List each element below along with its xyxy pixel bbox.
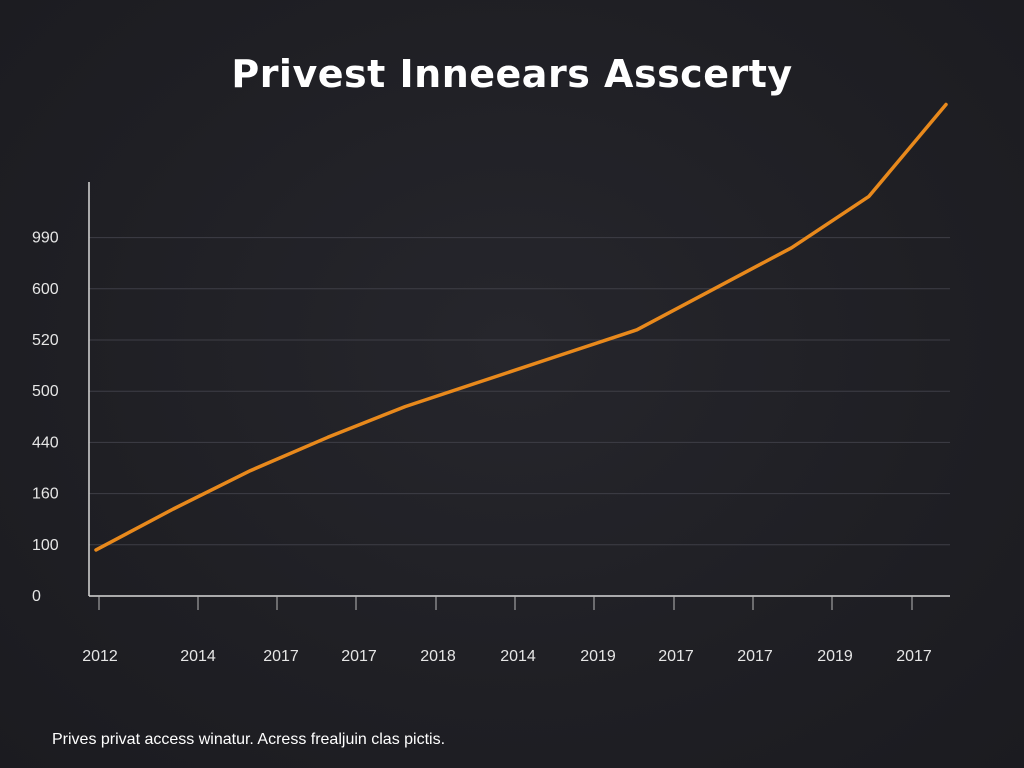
- x-tick-label: 2017: [658, 648, 694, 665]
- chart-title: Privest Inneears Asscerty: [231, 52, 793, 96]
- y-tick-label: 100: [32, 537, 59, 554]
- x-tick-label: 2014: [500, 648, 536, 665]
- x-tick-label: 2012: [82, 648, 118, 665]
- y-tick-label: 520: [32, 332, 59, 349]
- y-tick-label: 160: [32, 486, 59, 503]
- x-tick-label: 2019: [817, 648, 853, 665]
- x-tick-label: 2017: [896, 648, 932, 665]
- y-tick-label: 0: [32, 588, 41, 605]
- gridlines: [89, 237, 950, 546]
- series-line: [94, 102, 948, 552]
- y-tick-label: 440: [32, 434, 59, 451]
- x-tick-label: 2014: [180, 648, 216, 665]
- x-tick-label: 2017: [737, 648, 773, 665]
- axes: [88, 182, 950, 597]
- x-tick-label: 2019: [580, 648, 616, 665]
- y-tick-label: 500: [32, 383, 59, 400]
- x-tick-label: 2018: [420, 648, 456, 665]
- series-lines: [94, 102, 948, 552]
- y-tick-label: 990: [32, 230, 59, 247]
- y-tick-label: 600: [32, 281, 59, 298]
- x-tick-label: 2017: [263, 648, 299, 665]
- x-ticks: 2012 2014 2017 2017 2018 2014 2019 2017 2017 2019…: [82, 596, 932, 665]
- chart-footnote: Prives privat access winatur. Acress fre…: [52, 731, 446, 748]
- x-tick-label: 2017: [341, 648, 377, 665]
- y-tick-labels: 0 100 160 440 500 520 600 990: [32, 230, 59, 605]
